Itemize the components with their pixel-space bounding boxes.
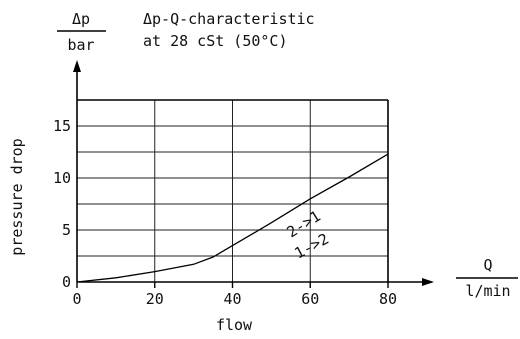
chart-subtitle: at 28 cSt (50°C)	[143, 32, 288, 50]
chart-title: Δp-Q-characteristic	[143, 10, 315, 28]
y-tick-label: 15	[53, 117, 71, 135]
y-tick-label: 10	[53, 169, 71, 187]
series-layer	[76, 153, 389, 283]
tick-labels: 0 20 40 60 80 0 5 10 15	[53, 117, 397, 308]
y-axis-arrow-icon	[73, 60, 81, 72]
x-tick-label: 20	[146, 290, 164, 308]
x-tick-label: 40	[223, 290, 241, 308]
grid	[77, 99, 389, 282]
x-tick-label: 60	[301, 290, 319, 308]
y-tick-label: 5	[62, 221, 71, 239]
series-line-0	[76, 153, 389, 283]
x-unit-top: Q	[483, 256, 492, 274]
y-unit-bottom: bar	[67, 36, 94, 54]
y-tick-label: 0	[62, 273, 71, 291]
y-axis-label: pressure drop	[8, 138, 26, 255]
x-unit-bottom: l/min	[465, 282, 510, 300]
x-axis-arrow-icon	[422, 278, 434, 286]
x-tick-label: 0	[72, 290, 81, 308]
axes	[73, 60, 434, 286]
x-axis-label: flow	[216, 316, 253, 334]
x-tick-label: 80	[379, 290, 397, 308]
y-unit-top: Δp	[72, 10, 90, 28]
